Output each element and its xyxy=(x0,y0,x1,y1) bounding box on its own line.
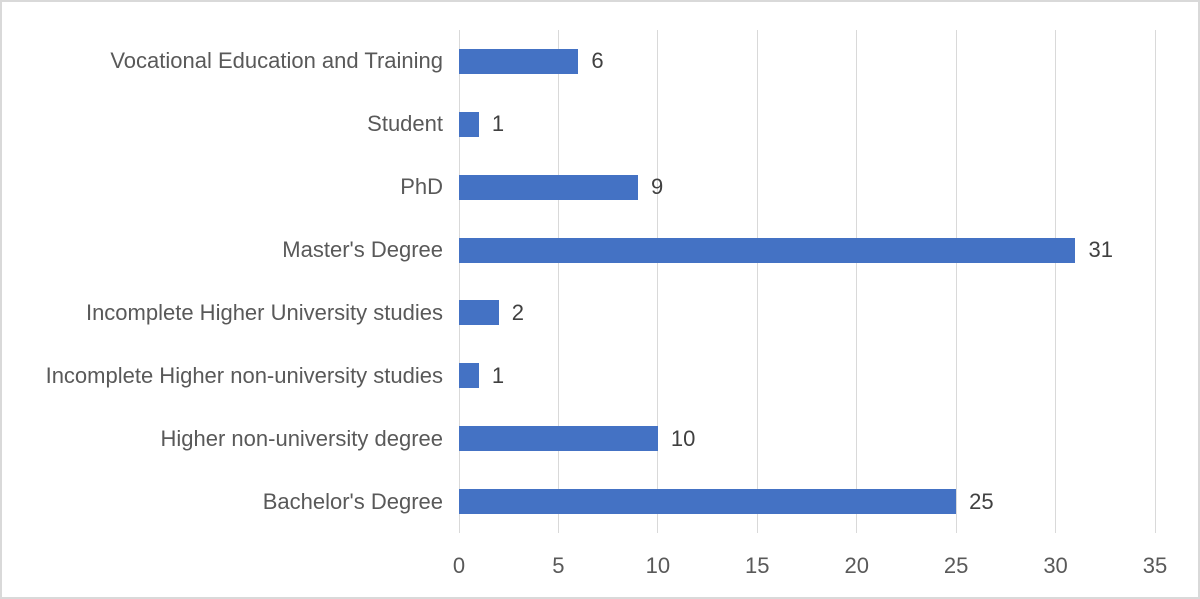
bar xyxy=(459,174,638,200)
x-gridline xyxy=(756,30,758,533)
category-label: Higher non-university degree xyxy=(160,425,444,451)
bar xyxy=(459,426,658,452)
x-gridline xyxy=(856,30,858,533)
bar-value-label: 10 xyxy=(670,425,696,451)
x-axis-tick-label: 25 xyxy=(943,553,969,578)
category-label: Incomplete Higher University studies xyxy=(85,299,443,325)
category-label: Master's Degree xyxy=(282,237,443,263)
x-axis-tick-label: 30 xyxy=(1043,553,1068,578)
bar-value-label: 2 xyxy=(511,299,525,325)
bar-value-label: 1 xyxy=(491,362,505,388)
bar-value-label: 9 xyxy=(650,174,664,200)
x-axis-tick-label: 35 xyxy=(1142,553,1168,578)
x-gridline xyxy=(557,30,559,533)
category-label: Vocational Education and Training xyxy=(110,48,443,74)
x-axis-tick-label: 20 xyxy=(844,553,869,578)
category-label: Incomplete Higher non-university studies xyxy=(45,362,443,388)
category-label: Student xyxy=(367,111,443,137)
x-gridline xyxy=(955,30,957,533)
bar xyxy=(459,48,579,74)
x-gridline xyxy=(657,30,659,533)
category-label: Bachelor's Degree xyxy=(262,488,443,514)
bar-value-label: 25 xyxy=(969,488,994,514)
x-axis-tick-label: 15 xyxy=(745,553,770,578)
x-gridline xyxy=(1055,30,1057,533)
bar xyxy=(459,237,1076,263)
x-axis-tick-label: 5 xyxy=(552,553,565,578)
x-axis-tick-label: 0 xyxy=(452,553,466,578)
bar xyxy=(459,363,479,389)
x-gridline xyxy=(1154,30,1156,533)
bar xyxy=(459,300,499,326)
x-axis-tick-label: 10 xyxy=(645,553,671,578)
bar-value-label: 6 xyxy=(591,48,604,74)
bar xyxy=(459,489,957,515)
bar-value-label: 31 xyxy=(1088,237,1113,263)
category-label: PhD xyxy=(400,174,443,200)
x-gridline xyxy=(458,30,460,533)
bar-value-label: 1 xyxy=(491,111,505,137)
bar xyxy=(459,111,479,137)
